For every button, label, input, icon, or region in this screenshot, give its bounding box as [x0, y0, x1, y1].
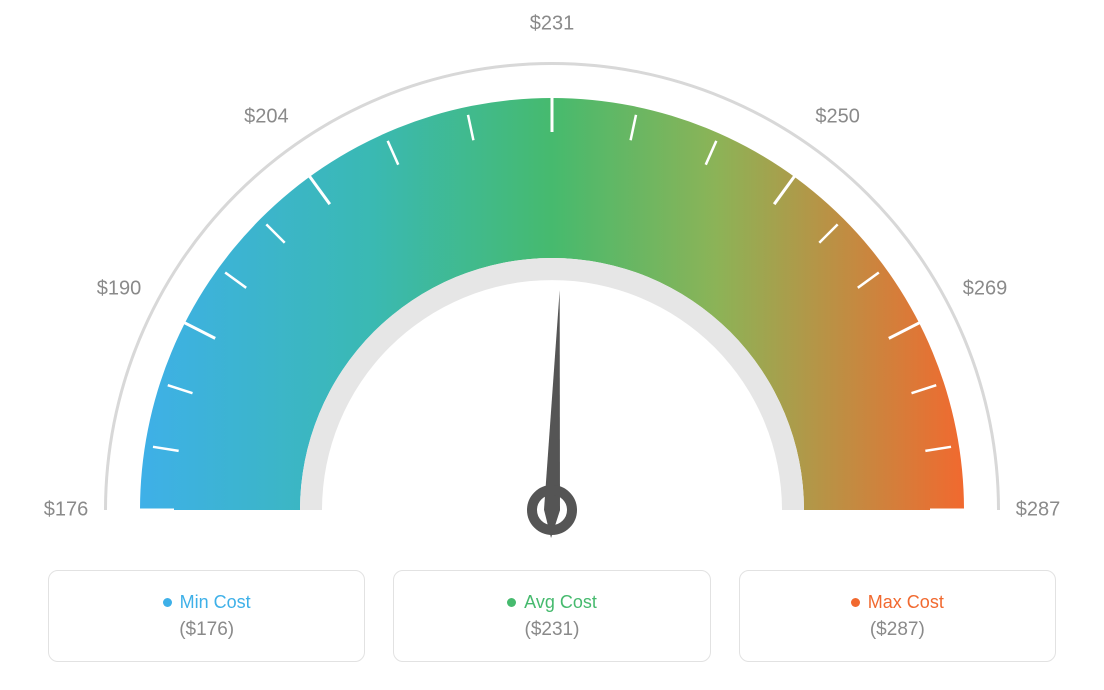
gauge-tick-label: $176 — [44, 499, 89, 522]
legend-card-min: Min Cost ($176) — [48, 570, 365, 662]
legend-dot-max — [851, 598, 860, 607]
cost-gauge: $176 $190 $204 $231 $250 $269 $287 — [0, 0, 1104, 560]
gauge-tick-label: $250 — [815, 105, 860, 128]
legend-dot-min — [163, 598, 172, 607]
legend-label-min: Min Cost — [180, 592, 251, 613]
legend-label-max: Max Cost — [868, 592, 944, 613]
legend-card-max: Max Cost ($287) — [739, 570, 1056, 662]
gauge-tick-label: $269 — [963, 278, 1008, 301]
legend-row: Min Cost ($176) Avg Cost ($231) Max Cost… — [48, 570, 1056, 662]
legend-title-max: Max Cost — [851, 592, 944, 613]
legend-value-avg: ($231) — [525, 619, 580, 641]
gauge-tick-label: $190 — [97, 278, 142, 301]
gauge-tick-label: $231 — [530, 13, 575, 36]
legend-dot-avg — [507, 598, 516, 607]
gauge-tick-label: $287 — [1016, 499, 1061, 522]
legend-value-min: ($176) — [179, 619, 234, 641]
gauge-svg — [0, 0, 1104, 560]
gauge-tick-label: $204 — [244, 105, 289, 128]
legend-title-min: Min Cost — [163, 592, 251, 613]
legend-card-avg: Avg Cost ($231) — [393, 570, 710, 662]
legend-title-avg: Avg Cost — [507, 592, 597, 613]
legend-value-max: ($287) — [870, 619, 925, 641]
legend-label-avg: Avg Cost — [524, 592, 597, 613]
